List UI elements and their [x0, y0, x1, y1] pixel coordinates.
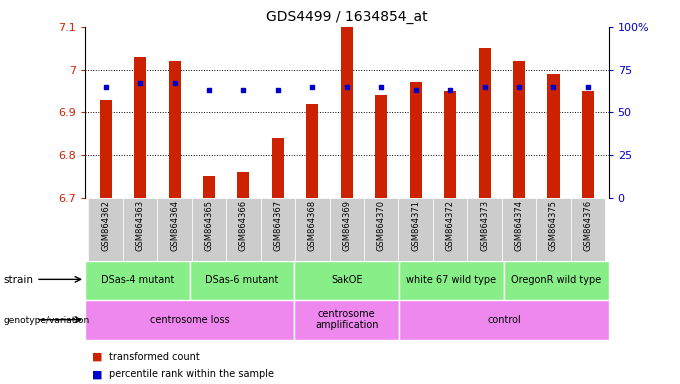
Bar — [100, 99, 112, 198]
Bar — [226, 198, 260, 261]
Point — [341, 84, 352, 90]
Bar — [375, 95, 388, 198]
Bar — [364, 198, 398, 261]
Point — [513, 84, 524, 90]
Bar — [537, 198, 571, 261]
Point — [583, 84, 594, 90]
Point — [479, 84, 490, 90]
Point — [100, 84, 111, 90]
Text: GSM864367: GSM864367 — [273, 200, 282, 251]
Bar — [237, 172, 250, 198]
Text: percentile rank within the sample: percentile rank within the sample — [109, 369, 274, 379]
Point — [203, 87, 214, 93]
Text: GSM864372: GSM864372 — [445, 200, 455, 251]
Text: GSM864366: GSM864366 — [239, 200, 248, 251]
Bar — [294, 261, 399, 300]
Bar — [409, 83, 422, 198]
Text: strain: strain — [3, 275, 33, 285]
Text: genotype/variation: genotype/variation — [3, 316, 90, 325]
Bar — [294, 300, 399, 340]
Text: GSM864364: GSM864364 — [170, 200, 179, 251]
Bar — [192, 198, 226, 261]
Bar — [190, 261, 294, 300]
Text: GSM864362: GSM864362 — [101, 200, 110, 251]
Point — [445, 87, 456, 93]
Text: GSM864376: GSM864376 — [583, 200, 592, 251]
Text: centrosome loss: centrosome loss — [150, 314, 230, 325]
Text: transformed count: transformed count — [109, 352, 199, 362]
Text: GSM864375: GSM864375 — [549, 200, 558, 251]
Bar — [134, 57, 146, 198]
Text: white 67 wild type: white 67 wild type — [407, 275, 496, 285]
Bar — [504, 261, 609, 300]
Bar — [157, 198, 192, 261]
Bar — [502, 198, 537, 261]
Text: centrosome
amplification: centrosome amplification — [315, 309, 379, 331]
Point — [410, 87, 421, 93]
Text: GSM864369: GSM864369 — [342, 200, 352, 251]
Bar — [479, 48, 490, 198]
Bar — [306, 104, 318, 198]
Text: DSas-4 mutant: DSas-4 mutant — [101, 275, 174, 285]
Bar — [547, 74, 560, 198]
Bar — [341, 27, 353, 198]
Point — [135, 80, 146, 86]
Text: control: control — [487, 314, 521, 325]
Bar — [169, 61, 181, 198]
Bar — [582, 91, 594, 198]
Point — [376, 84, 387, 90]
Text: GSM864365: GSM864365 — [205, 200, 214, 251]
Bar — [399, 261, 504, 300]
Text: ■: ■ — [92, 369, 102, 379]
Text: GSM864374: GSM864374 — [515, 200, 524, 251]
Bar — [123, 198, 157, 261]
Bar — [85, 300, 294, 340]
Text: OregonR wild type: OregonR wild type — [511, 275, 601, 285]
Bar — [260, 198, 295, 261]
Bar — [398, 198, 433, 261]
Bar — [513, 61, 525, 198]
Bar — [571, 198, 605, 261]
Point — [273, 87, 284, 93]
Title: GDS4499 / 1634854_at: GDS4499 / 1634854_at — [266, 10, 428, 25]
Text: GSM864370: GSM864370 — [377, 200, 386, 251]
Bar — [272, 138, 284, 198]
Text: GSM864368: GSM864368 — [308, 200, 317, 251]
Text: ■: ■ — [92, 352, 102, 362]
Bar — [444, 91, 456, 198]
Point — [169, 80, 180, 86]
Bar — [399, 300, 609, 340]
Bar — [433, 198, 467, 261]
Bar — [295, 198, 330, 261]
Bar — [203, 176, 215, 198]
Point — [238, 87, 249, 93]
Bar — [85, 261, 190, 300]
Text: GSM864363: GSM864363 — [135, 200, 145, 251]
Text: GSM864371: GSM864371 — [411, 200, 420, 251]
Bar — [467, 198, 502, 261]
Bar — [330, 198, 364, 261]
Text: DSas-6 mutant: DSas-6 mutant — [205, 275, 279, 285]
Point — [548, 84, 559, 90]
Bar — [88, 198, 123, 261]
Text: SakOE: SakOE — [331, 275, 362, 285]
Point — [307, 84, 318, 90]
Text: GSM864373: GSM864373 — [480, 200, 489, 251]
